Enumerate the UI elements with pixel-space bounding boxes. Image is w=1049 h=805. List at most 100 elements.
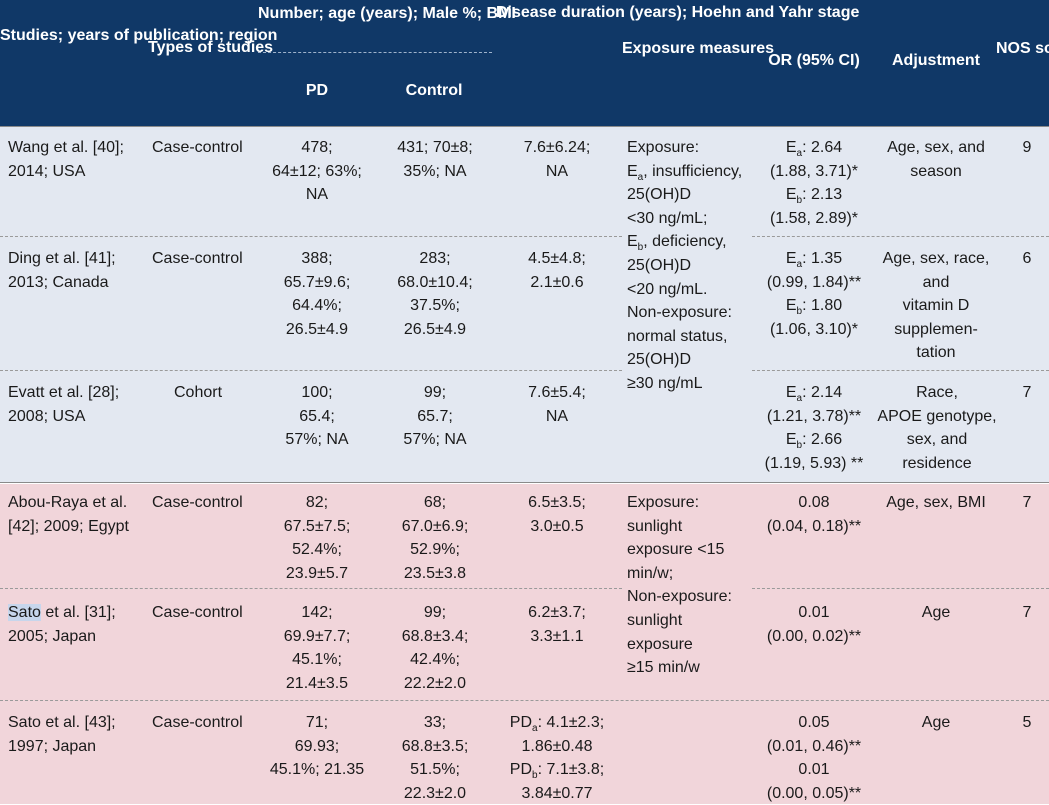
cell-line: Ea: 2.64: [785, 139, 843, 160]
row-separator: [0, 236, 622, 237]
cell-line: Eb: 2.66: [785, 431, 843, 452]
adjustment-cell: Race, APOE genotype, sex, and residence: [877, 384, 997, 472]
cell-line: 0.01: [798, 604, 830, 621]
row-separator: [0, 588, 622, 589]
row-separator: [0, 700, 1049, 701]
header-or: OR (95% CI): [768, 52, 860, 69]
pd-cell: 388; 65.7±9.6; 64.4%; 26.5±4.9: [283, 250, 351, 338]
nos-cell: 6: [1022, 250, 1032, 267]
nos-cell: 7: [1022, 384, 1032, 401]
study-cell: Ding et al. [41]; 2013; Canada: [8, 250, 116, 291]
type-cell: Case-control: [152, 714, 243, 731]
disease-cell: 4.5±4.8; 2.1±0.6: [528, 250, 586, 291]
cell-line: (0.00, 0.02)**: [766, 627, 862, 645]
type-cell: Case-control: [152, 250, 243, 267]
highlighted-text: Sato: [8, 604, 41, 621]
header-pd: PD: [305, 82, 329, 99]
nos-cell: 5: [1022, 714, 1032, 731]
control-cell: 431; 70±8; 35%; NA: [397, 139, 473, 180]
cell-line: 25(OH)D: [627, 256, 692, 274]
pd-cell: 100; 65.4; 57%; NA: [285, 384, 349, 449]
header-exposure: Exposure measures: [622, 40, 775, 57]
or-cell: 0.01 (0.00, 0.02)**: [752, 601, 876, 648]
study-cell: Sato et al. [31]; 2005; Japan: [8, 604, 116, 645]
row-separator: [752, 588, 1049, 589]
control-cell: 68; 67.0±6.9; 52.9%; 23.5±3.8: [401, 494, 469, 582]
cell-line: (1.19, 5.93) **: [764, 454, 864, 472]
vitamin-d-group-band: [0, 126, 1049, 482]
disease-cell: PDa: 4.1±2.3; 1.86±0.48 PDb: 7.1±3.8; 3.…: [496, 711, 618, 805]
cell-line: (0.04, 0.18)**: [766, 517, 862, 535]
study-cell: Abou-Raya et al. [42]; 2009; Egypt: [8, 494, 129, 535]
header-control: Control: [405, 82, 463, 99]
cell-line: Eb: 1.80: [785, 297, 843, 318]
or-cell: Ea: 2.64 (1.88, 3.71)* Eb: 2.13 (1.58, 2…: [752, 136, 876, 230]
or-cell: 0.08 (0.04, 0.18)**: [752, 491, 876, 538]
cell-line: (1.06, 3.10)*: [769, 320, 859, 338]
type-cell: Case-control: [152, 604, 243, 621]
control-cell: 33; 68.8±3.5; 51.5%; 22.3±2.0: [401, 714, 469, 802]
header-number: Number; age (years); Male %; BMI: [258, 5, 516, 22]
disease-cell: 7.6±5.4; NA: [528, 384, 586, 425]
exposure-sunlight-cell: Exposure: sunlight exposure <15 min/w; N…: [627, 494, 732, 677]
table-header: [0, 0, 1049, 126]
pd-cell: 82; 67.5±7.5; 52.4%; 23.9±5.7: [283, 494, 351, 582]
row-separator: [0, 370, 622, 371]
cell-line: Exposure:: [627, 139, 700, 156]
cell-line: (1.58, 2.89)*: [769, 209, 859, 227]
or-cell: 0.05 (0.01, 0.46)** 0.01 (0.00, 0.05)**: [752, 711, 876, 805]
cell-line: normal status,: [627, 327, 728, 345]
adjustment-cell: Age, sex, race, and vitamin D supplemen-…: [882, 250, 990, 362]
nos-cell: 7: [1022, 494, 1032, 511]
cell-line: Ea: 1.35: [785, 250, 843, 271]
nos-cell: 9: [1022, 139, 1032, 156]
row-separator: [752, 236, 1049, 237]
adjustment-cell: Age, sex, BMI: [886, 494, 986, 511]
header-studies: Studies; years of publication; region: [0, 27, 278, 44]
type-cell: Cohort: [174, 384, 223, 401]
type-cell: Case-control: [152, 494, 243, 511]
cell-line: Eb: 2.13: [785, 186, 843, 207]
disease-cell: 7.6±6.24; NA: [523, 139, 591, 180]
cell-line: Ea: 2.14: [785, 384, 843, 405]
cell-line: 25(OH)D: [627, 351, 692, 369]
header-nos: NOS score: [996, 40, 1049, 57]
sunlight-group-band: [0, 484, 1049, 804]
exposure-vitamin-d-cell: Exposure: Ea, insufficiency, 25(OH)D <30…: [627, 136, 742, 396]
type-cell: Case-control: [152, 139, 243, 156]
cell-line: (1.88, 3.71)*: [769, 162, 859, 180]
cell-line: (0.01, 0.46)**: [766, 737, 862, 755]
nos-cell: 7: [1022, 604, 1032, 621]
disease-cell: 6.2±3.7; 3.3±1.1: [528, 604, 586, 645]
cell-line: Ea, insufficiency,: [627, 162, 743, 183]
pd-cell: 71; 69.93; 45.1%; 21.35: [269, 714, 365, 779]
cell-line: <20 ng/mL.: [627, 280, 708, 298]
adjustment-cell: Age, sex, and season: [887, 139, 985, 180]
cell-line: 25(OH)D: [627, 186, 692, 204]
cell-line: (1.21, 3.78)**: [766, 407, 862, 425]
cell-line: 0.08: [798, 494, 830, 511]
control-cell: 99; 68.8±3.4; 42.4%; 22.2±2.0: [401, 604, 469, 692]
study-cell: Sato et al. [43]; 1997; Japan: [8, 714, 116, 755]
pd-cell: 478; 64±12; 63%; NA: [272, 139, 362, 204]
cell-line: PDb: 7.1±3.8;: [509, 761, 605, 782]
adjustment-cell: Age: [921, 604, 951, 621]
or-cell: Ea: 1.35 (0.99, 1.84)** Eb: 1.80 (1.06, …: [752, 247, 876, 341]
cell-line: (0.99, 1.84)**: [766, 273, 862, 291]
study-cell: Evatt et al. [28]; 2008; USA: [8, 384, 120, 425]
header-divider: [0, 126, 1049, 127]
cell-line: (0.00, 0.05)**: [766, 784, 862, 802]
header-disease: Disease duration (years); Hoehn and Yahr…: [496, 1, 859, 25]
cell-line: Non-exposure:: [627, 304, 732, 322]
disease-cell: 6.5±3.5; 3.0±0.5: [528, 494, 586, 535]
cell-line: 0.05: [798, 714, 830, 731]
cell-line: Eb, deficiency,: [627, 233, 727, 254]
cell-line: 1.86±0.48: [521, 737, 593, 755]
cell-line: 0.01: [798, 761, 830, 779]
cell-line: 3.84±0.77: [521, 784, 593, 802]
cell-line: PDa: 4.1±2.3;: [509, 714, 605, 735]
header-subdivider: [258, 52, 492, 53]
group-divider: [0, 482, 1049, 483]
cell-line: <30 ng/mL;: [627, 209, 708, 227]
study-cell: Wang et al. [40]; 2014; USA: [8, 139, 124, 180]
